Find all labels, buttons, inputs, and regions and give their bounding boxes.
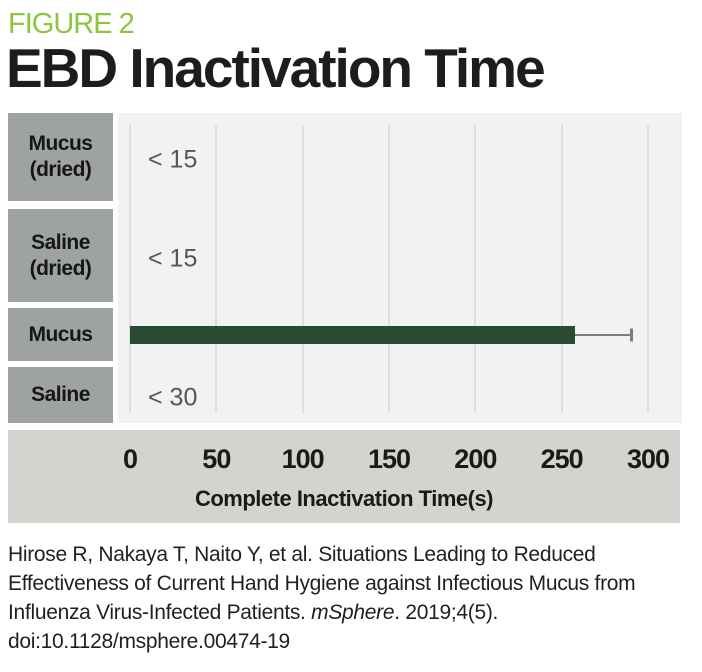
gridline [215,125,218,413]
category-box: Saline [8,367,113,423]
bar-chart: Mucus (dried) Saline (dried) Mucus Saline < 1… [0,113,702,423]
value-annotation: < 30 [148,383,198,412]
gridline [388,125,390,413]
value-annotation: < 15 [148,145,198,174]
plot-area: < 15 < 15 < 30 [118,113,682,423]
category-box: Mucus (dried) [8,113,113,201]
gridline [474,125,477,413]
category-label: Mucus [28,132,93,155]
category-box: Saline (dried) [8,209,113,302]
x-tick-label: 250 [540,444,584,474]
category-label: (dried) [29,256,92,280]
value-annotation: < 15 [148,244,198,272]
x-tick-label: 0 [122,444,138,474]
gridline [560,125,563,413]
x-tick-label: 100 [281,444,325,474]
x-tick-label: 200 [454,444,497,474]
error-bar-cap [629,328,633,341]
x-axis-title: Complete Inactivation Time(s) [194,486,494,511]
x-tick-label: 50 [202,444,231,474]
figure-label: FIGURE 2 [8,8,135,40]
citation: Hirose R, Nakaya T, Naito Y, et al. Situ… [8,540,668,656]
x-axis-band: Complete Inactivation Time(s) 0 50 100 150 2… [8,430,680,523]
citation-text-after: . 2019;4(5). doi:10.1128/msphere.00474-1… [8,601,499,653]
category-label: Saline [31,230,90,254]
citation-text-before: Hirose R, Nakaya T, Naito Y, et al. Situ… [8,543,636,624]
figure-title: EBD Inactivation Time [6,37,546,99]
category-label: Mucus [28,322,93,346]
gridline [301,125,304,413]
citation-journal-name: mSphere [311,601,395,624]
x-tick-label: 150 [367,444,411,474]
error-bar [575,333,631,336]
category-axis: Mucus (dried) Saline (dried) Mucus Saline [8,113,113,423]
bar [130,325,576,344]
category-label: (dried) [29,158,92,181]
category-label: Saline [31,383,90,406]
gridline [647,125,649,413]
category-box: Mucus [8,308,113,361]
x-tick-label: 300 [626,444,670,474]
gridline [129,125,131,413]
